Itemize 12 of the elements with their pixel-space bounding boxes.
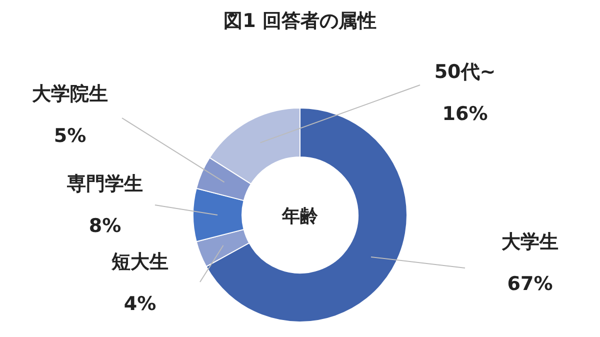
label: 大学院生 (32, 83, 108, 105)
label: 50代~ (434, 61, 496, 83)
value-label: 8% (88, 215, 122, 237)
title: 図1 回答者の属性 (224, 10, 376, 32)
label: 専門学生 (67, 173, 143, 195)
label: 大学生 (502, 231, 558, 253)
value-label: 67% (507, 273, 553, 295)
value-label: 16% (442, 103, 488, 125)
value-label: 5% (54, 125, 86, 147)
annotation: 年齢 (282, 206, 318, 227)
value-label: 4% (124, 293, 156, 315)
label: 短大生 (112, 251, 168, 273)
